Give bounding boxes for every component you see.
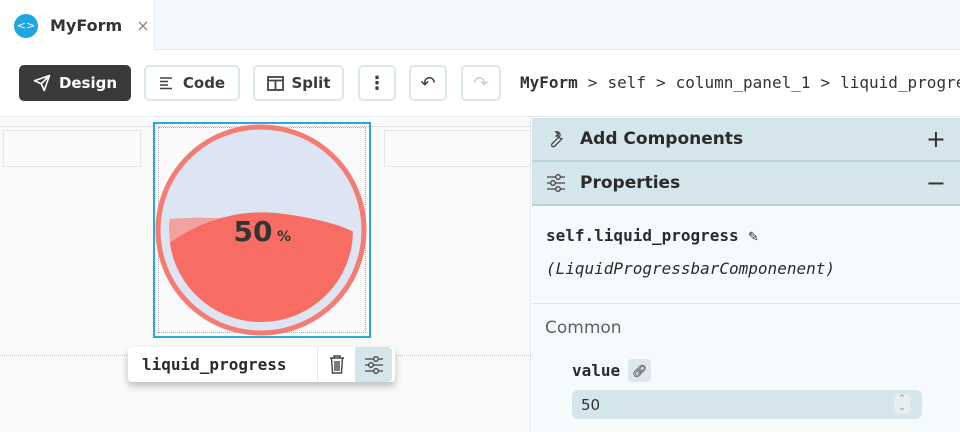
breadcrumb-sep: > <box>820 73 831 92</box>
undo-button[interactable]: ↶ <box>409 65 447 101</box>
expand-icon[interactable]: + <box>925 125 946 153</box>
percent-value: 50 <box>234 215 273 248</box>
align-left-icon <box>159 77 172 90</box>
breadcrumb: MyForm > self > column_panel_1 > liquid_progre… <box>520 73 960 92</box>
link-icon[interactable]: 🔗︎ <box>628 359 652 382</box>
sliders-icon <box>547 174 565 192</box>
liquid-progress-component[interactable]: 50 % <box>153 122 371 338</box>
right-panel: Add Components + Properties − self.liqui… <box>532 118 960 432</box>
close-icon[interactable]: × <box>136 16 150 35</box>
redo-button[interactable]: ↷ <box>461 65 501 101</box>
pencil-icon[interactable]: ✎ <box>748 226 758 245</box>
component-toolbar: liquid_progress <box>128 347 395 382</box>
trash-icon <box>329 355 344 374</box>
value-label: value <box>572 361 621 380</box>
component-info: self.liquid_progress ✎ (LiquidProgressba… <box>532 206 960 304</box>
component-path: self.liquid_progress <box>546 226 739 245</box>
add-components-header[interactable]: Add Components + <box>532 118 960 162</box>
redo-icon: ↷ <box>473 72 489 94</box>
spinner-icon[interactable]: ⌃ ⌄ <box>894 394 910 414</box>
add-components-title: Add Components <box>580 129 744 149</box>
liquid-progress-gauge[interactable]: 50 % <box>155 124 369 336</box>
tab-myform[interactable]: <> MyForm × <box>0 0 155 51</box>
design-button[interactable]: Design <box>19 65 131 101</box>
more-icon: ⋮ <box>368 72 386 94</box>
send-icon <box>33 74 51 92</box>
wrench-icon <box>551 131 563 148</box>
tab-label: MyForm <box>50 16 123 35</box>
toolbar: Design Code Split ⋮ ↶ ↷ MyForm > self > colu… <box>0 50 960 117</box>
section-common: Common <box>545 318 622 338</box>
collapse-icon[interactable]: − <box>925 169 946 197</box>
delete-button[interactable] <box>318 347 355 382</box>
component-name[interactable]: liquid_progress <box>128 347 318 382</box>
properties-button[interactable] <box>355 347 392 382</box>
breadcrumb-self[interactable]: self <box>607 73 646 92</box>
form-file-icon: <> <box>14 13 38 38</box>
drop-zone <box>384 130 531 167</box>
code-button[interactable]: Code <box>144 65 240 101</box>
properties-title: Properties <box>580 173 681 193</box>
component-type: (LiquidProgressbarComponenent) <box>546 259 835 278</box>
split-icon <box>266 75 284 91</box>
percent-sign: % <box>277 229 291 245</box>
breadcrumb-sep: > <box>587 73 598 92</box>
value-input[interactable] <box>572 390 922 419</box>
code-label: Code <box>182 74 226 92</box>
breadcrumb-liquid-progress[interactable]: liquid_progress <box>840 73 960 92</box>
value-property: value 🔗︎ <box>572 359 652 382</box>
breadcrumb-sep: > <box>655 73 666 92</box>
properties-header[interactable]: Properties − <box>532 162 960 206</box>
tab-bar: <> MyForm × <box>0 0 960 51</box>
sliders-icon <box>364 355 383 374</box>
split-button[interactable]: Split <box>253 65 344 101</box>
split-label: Split <box>291 74 331 92</box>
breadcrumb-column-panel[interactable]: column_panel_1 <box>675 73 811 92</box>
design-label: Design <box>58 74 118 92</box>
more-button[interactable]: ⋮ <box>358 65 396 101</box>
drop-zone <box>3 130 141 167</box>
breadcrumb-root[interactable]: MyForm <box>520 73 578 92</box>
undo-icon: ↶ <box>420 72 436 94</box>
design-canvas: 50 % liquid_progress <box>0 118 531 432</box>
